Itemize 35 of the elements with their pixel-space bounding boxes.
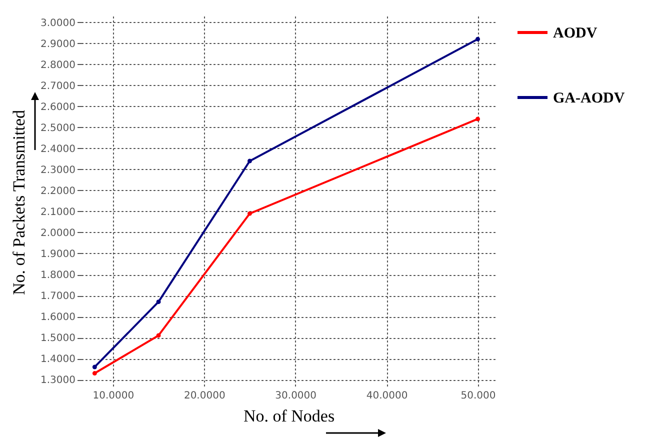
y-tick-label: 2.3000	[40, 164, 76, 176]
y-tick-label: 2.4000	[40, 144, 76, 155]
y-tick-label: 1.7000	[40, 291, 76, 302]
point	[476, 116, 480, 122]
y-tick-label: 2.6000	[40, 102, 76, 113]
point	[248, 158, 252, 164]
y-tick-label: 2.5000	[40, 122, 76, 134]
x-tick-label: 50.000	[460, 390, 496, 402]
point	[92, 364, 97, 370]
legend-label: GA-AODV	[553, 90, 625, 106]
y-tick-label: 1.3000	[40, 375, 76, 386]
x-tick-label: 20.0000	[184, 390, 226, 402]
point	[156, 333, 161, 338]
point	[476, 36, 480, 42]
y-tick-label: 1.5000	[40, 333, 76, 344]
y-tick-label: 2.1000	[40, 206, 76, 218]
y-tick-label: 2.8000	[40, 60, 76, 71]
y-tick-label: 3.0000	[40, 18, 76, 29]
point	[248, 211, 252, 216]
x-tick-label: 40.0000	[366, 390, 408, 402]
y-tick-label: 1.6000	[40, 312, 76, 324]
point	[156, 300, 161, 304]
y-tick-label: 2.2000	[40, 186, 76, 197]
y-tick-label: 1.4000	[40, 354, 76, 366]
point	[92, 371, 97, 376]
x-tick-label: 10.0000	[92, 390, 134, 402]
y-tick-label: 2.0000	[40, 228, 76, 239]
y-tick-label: 2.9000	[40, 38, 76, 50]
y-tick-label: 1.8000	[40, 270, 76, 282]
x-tick-label: 30.0000	[275, 390, 317, 402]
y-tick-label: 1.9000	[40, 248, 76, 260]
y-axis-title: No. of Packets Transmitted	[10, 109, 29, 296]
x-axis-title: No. of Nodes	[243, 406, 335, 426]
legend-label: AODV	[553, 26, 598, 42]
y-tick-label: 2.7000	[40, 80, 76, 92]
